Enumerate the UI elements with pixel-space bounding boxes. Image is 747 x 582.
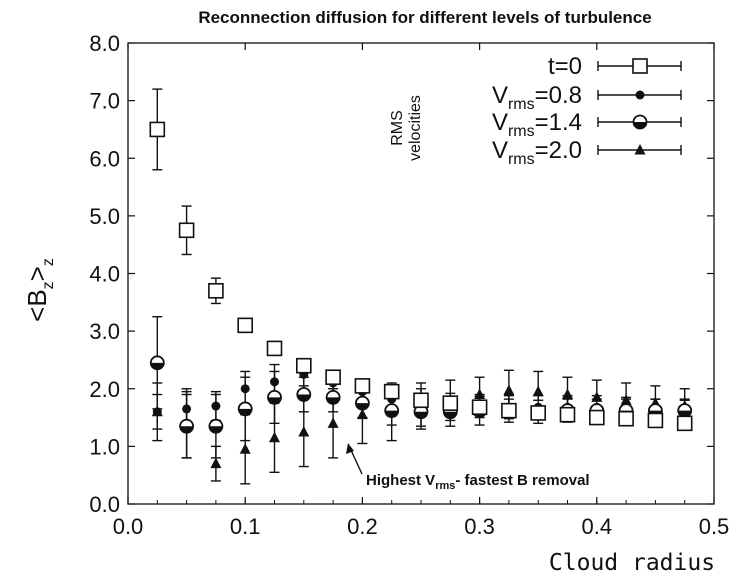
x-ticks: 0.0 0.1 0.2 0.3 0.4 0.5 [113, 43, 730, 539]
data-point-fill [238, 408, 252, 416]
data-point-fill [385, 410, 399, 418]
data-point [559, 406, 576, 423]
data-point [327, 417, 339, 428]
legend-label-0: t=0 [548, 53, 582, 80]
data-point [503, 384, 515, 395]
data-point [237, 317, 253, 334]
y-tick-label: 1.0 [89, 434, 120, 459]
data-point [239, 443, 251, 454]
legend-marker-3 [634, 144, 646, 155]
data-point-fill [150, 362, 164, 370]
data-point [269, 431, 280, 443]
x-tick-label: 0.1 [230, 514, 261, 539]
data-point-fill [443, 411, 457, 419]
y-tick-label: 2.0 [89, 377, 120, 402]
data-point [298, 425, 310, 437]
data-point [442, 395, 459, 411]
annotation-arrow [349, 447, 363, 475]
data-point [384, 403, 400, 419]
data-point [210, 457, 222, 469]
y-tick-label: 7.0 [89, 89, 120, 114]
data-point [471, 399, 488, 415]
legend-label-2: Vrms=1.4 [492, 109, 582, 140]
x-tick-label: 0.4 [582, 514, 613, 539]
data-point [296, 387, 312, 402]
series-layer [149, 88, 693, 485]
data-point [325, 389, 341, 405]
x-tick-label: 0.0 [113, 514, 144, 539]
data-point [266, 340, 283, 357]
data-point [237, 401, 253, 417]
data-point [501, 402, 517, 419]
data-point [295, 357, 312, 374]
y-tick-label: 5.0 [89, 204, 120, 229]
x-tick-label: 0.5 [699, 514, 730, 539]
data-point [325, 369, 341, 386]
data-point-fill [297, 394, 311, 402]
data-point [676, 415, 693, 432]
data-point [354, 395, 370, 411]
data-point [588, 409, 605, 426]
data-point-fill [268, 397, 281, 404]
legend-label-1: Vrms=0.8 [492, 82, 582, 113]
y-tick-label: 6.0 [89, 146, 120, 171]
data-point [149, 355, 165, 371]
y-ticks: 0.0 1.0 2.0 3.0 4.0 5.0 6.0 7.0 8.0 [89, 31, 714, 517]
x-tick-label: 0.3 [464, 514, 495, 539]
rms-label: RMSvelocities [389, 95, 424, 161]
data-point [647, 412, 664, 429]
rms-label-line2: velocities [407, 95, 424, 161]
y-tick-label: 4.0 [89, 262, 120, 287]
data-point [178, 222, 195, 239]
y-tick-label: 3.0 [89, 319, 120, 344]
data-point [618, 410, 634, 427]
data-point [149, 121, 166, 138]
data-point-fill [414, 411, 428, 419]
y-axis-label: <Bz>z [22, 258, 57, 322]
data-point [208, 418, 224, 434]
data-point [413, 392, 429, 409]
data-point-fill [209, 426, 223, 433]
rms-label-line1: RMS [389, 110, 406, 146]
y-tick-label: 0.0 [89, 492, 120, 517]
data-point [354, 378, 371, 394]
data-point [677, 403, 693, 419]
data-point [179, 418, 195, 434]
data-point [383, 383, 400, 400]
annotation-arrowhead [346, 443, 354, 454]
series-3 [151, 369, 691, 485]
data-point-fill [355, 403, 369, 410]
legend-marker-1 [635, 90, 645, 100]
legend-marker-2-fill [633, 122, 647, 129]
data-point [530, 405, 547, 421]
data-point-fill [180, 426, 194, 433]
data-point [562, 388, 573, 400]
series-0 [149, 88, 693, 432]
annotation: Highest Vrms- fastest B removal [346, 443, 590, 492]
x-axis-label: Cloud radius [549, 550, 715, 576]
x-tick-label: 0.2 [347, 514, 378, 539]
legend-label-3: Vrms=2.0 [492, 137, 582, 168]
data-point [267, 389, 282, 405]
data-point-fill [678, 410, 692, 418]
data-point-fill [326, 397, 340, 404]
data-point [208, 282, 224, 299]
data-point [532, 385, 544, 397]
legend-marker-2 [632, 114, 648, 130]
annotation-text: Highest Vrms- fastest B removal [366, 472, 590, 492]
y-tick-label: 8.0 [89, 31, 120, 56]
chart-title: Reconnection diffusion for different lev… [198, 8, 651, 27]
legend-marker-0 [632, 58, 648, 74]
